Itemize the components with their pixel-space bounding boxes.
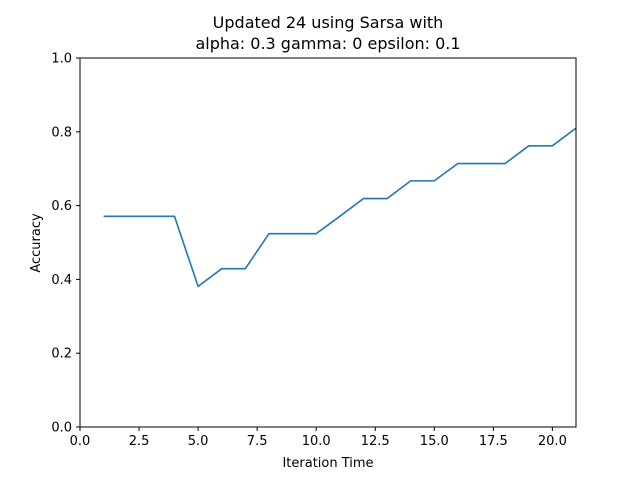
y-tick-label: 0.6: [51, 199, 72, 214]
chart-title-line1: Updated 24 using Sarsa with: [213, 13, 444, 32]
x-tick-label: 0.0: [70, 434, 91, 449]
x-tick-label: 15.0: [420, 434, 449, 449]
x-tick-label: 7.5: [247, 434, 268, 449]
y-tick-label: 0.8: [51, 125, 72, 140]
x-tick-label: 5.0: [188, 434, 209, 449]
y-tick-label: 0.4: [51, 273, 72, 288]
y-tick-label: 0.2: [51, 347, 72, 362]
chart-title-line2: alpha: 0.3 gamma: 0 epsilon: 0.1: [195, 34, 460, 53]
y-axis-label: Accuracy: [29, 213, 44, 273]
series-line-0: [103, 127, 576, 288]
x-tick-label: 10.0: [302, 434, 331, 449]
x-tick-label: 2.5: [129, 434, 150, 449]
y-tick-label: 0.0: [51, 421, 72, 436]
x-tick-label: 20.0: [538, 434, 567, 449]
x-axis-label: Iteration Time: [282, 456, 373, 471]
x-tick-label: 12.5: [361, 434, 390, 449]
y-tick-label: 1.0: [51, 52, 72, 67]
x-tick-label: 17.5: [479, 434, 508, 449]
plot-frame: [79, 57, 577, 428]
